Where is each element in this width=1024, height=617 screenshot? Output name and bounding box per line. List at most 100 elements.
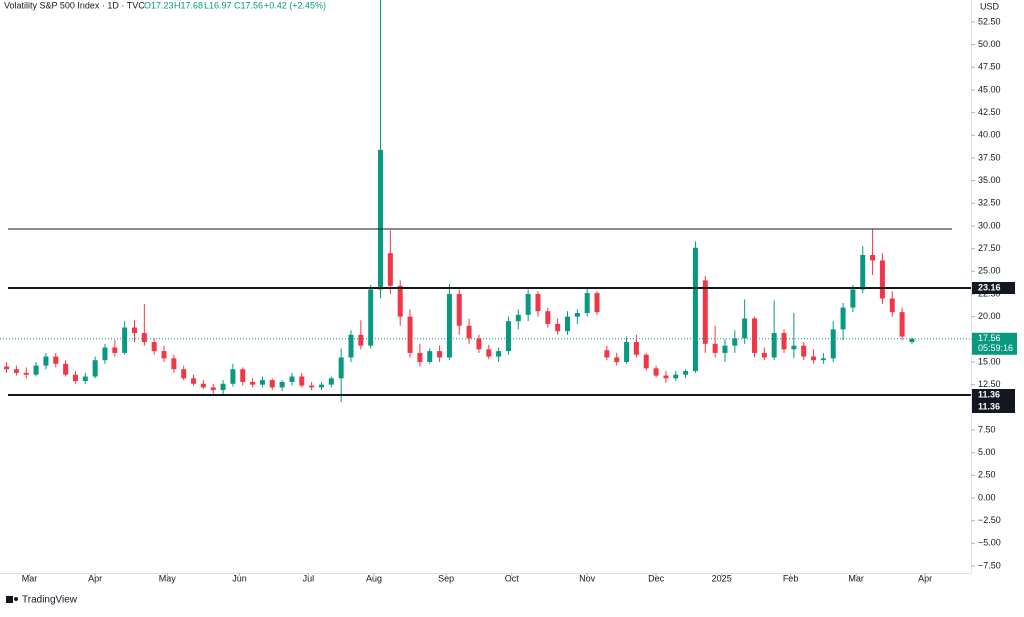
- candle-body: [427, 351, 433, 362]
- candle-body: [820, 358, 826, 361]
- x-tick-label: Apr: [88, 573, 102, 583]
- candle-body: [889, 298, 895, 313]
- candle-body: [368, 289, 374, 346]
- y-tick-label: 0.00: [978, 492, 996, 502]
- candle-body: [23, 372, 29, 375]
- currency-label: USD: [980, 1, 1000, 11]
- brand-logo: [6, 596, 18, 603]
- x-tick-label: Aug: [366, 573, 382, 583]
- candle-body: [476, 338, 482, 350]
- y-tick-label: 32.50: [978, 198, 1001, 208]
- x-tick-label: Sep: [438, 573, 454, 583]
- candle-body: [584, 293, 590, 314]
- candle-body: [751, 318, 757, 353]
- candle-body: [417, 352, 423, 362]
- candle-body: [545, 311, 551, 324]
- x-tick-label: Feb: [783, 573, 799, 583]
- candle-body: [555, 323, 561, 332]
- header-change: +0.42 (+2.45%): [264, 0, 326, 10]
- y-tick-label: 40.00: [978, 130, 1001, 140]
- candle-body: [161, 351, 167, 359]
- candle-body: [102, 347, 108, 361]
- candle-body: [92, 360, 98, 377]
- candle-body: [279, 381, 285, 388]
- y-tick-label: 30.00: [978, 220, 1001, 230]
- candle-body: [240, 369, 246, 382]
- x-tick-label: 2025: [712, 573, 732, 583]
- x-tick-label: Nov: [579, 573, 596, 583]
- candle-body: [515, 314, 521, 322]
- candle-body: [535, 293, 541, 312]
- level-label: 23.16: [978, 282, 1001, 292]
- candle-body: [13, 369, 19, 373]
- candle-body: [387, 253, 393, 286]
- logo-mark: [6, 596, 13, 603]
- candle-body: [299, 376, 305, 386]
- candle-body: [63, 363, 69, 375]
- logo-dot: [14, 597, 18, 601]
- level-label-box: [972, 400, 1015, 413]
- candle-body: [407, 316, 413, 353]
- candle-body: [732, 338, 738, 346]
- candle-body: [673, 374, 679, 379]
- candle-body: [879, 260, 885, 299]
- candle-body: [220, 383, 226, 391]
- candle-body: [4, 366, 10, 370]
- candle-body: [259, 380, 265, 385]
- candle-body: [437, 351, 443, 358]
- header-high: H17.68: [174, 0, 203, 10]
- countdown-label: 05:59:16: [978, 343, 1013, 353]
- y-tick-label: 35.00: [978, 175, 1001, 185]
- y-tick-label: 37.50: [978, 152, 1001, 162]
- candle-body: [200, 383, 206, 388]
- candle-body: [761, 352, 767, 358]
- plot-area: [0, 0, 971, 402]
- y-tick-label: −7.50: [978, 560, 1001, 570]
- candle-body: [397, 285, 403, 317]
- level-label: 11.36: [978, 389, 1000, 399]
- candle-body: [456, 293, 462, 326]
- candle-body: [633, 342, 639, 355]
- y-tick-label: 15.00: [978, 356, 1001, 366]
- last-price-label: 17.56: [978, 333, 1001, 343]
- y-tick-label: 5.00: [978, 447, 996, 457]
- candle-body: [33, 365, 39, 375]
- candle-body: [72, 374, 78, 382]
- x-tick-label: Oct: [505, 573, 520, 583]
- y-tick-label: 2.50: [978, 470, 996, 480]
- y-tick-label: 52.50: [978, 16, 1001, 26]
- candle-body: [850, 289, 856, 308]
- header-close: C17.56: [234, 0, 263, 10]
- candle-body: [860, 254, 866, 290]
- candle-body: [446, 293, 452, 358]
- header-open: O17.23: [144, 0, 174, 10]
- y-tick-label: 27.50: [978, 243, 1001, 253]
- candle-body: [378, 149, 384, 290]
- y-tick-label: −5.00: [978, 538, 1001, 548]
- candle-body: [683, 371, 689, 375]
- y-tick-label: 42.50: [978, 107, 1001, 117]
- x-tick-label: Mar: [22, 573, 38, 583]
- y-tick-label: 12.50: [978, 379, 1001, 389]
- candle-body: [230, 369, 236, 384]
- x-tick-label: Apr: [918, 573, 932, 583]
- y-tick-label: 20.00: [978, 311, 1001, 321]
- candle-body: [505, 321, 511, 352]
- level-label-box: [972, 388, 1015, 401]
- candle-body: [830, 329, 836, 359]
- candle-body: [269, 380, 275, 388]
- candle-body: [811, 356, 817, 361]
- y-tick-label: 7.50: [978, 424, 996, 434]
- candle-body: [112, 347, 118, 353]
- candle-body: [43, 356, 49, 366]
- candle-body: [624, 342, 630, 362]
- candle-body: [692, 247, 698, 372]
- brand-name: TradingView: [22, 595, 78, 606]
- candle-body: [791, 345, 797, 350]
- header-low: L16.97: [204, 0, 232, 10]
- candle-body: [496, 351, 502, 357]
- candle-body: [702, 280, 708, 344]
- candle-body: [210, 387, 216, 391]
